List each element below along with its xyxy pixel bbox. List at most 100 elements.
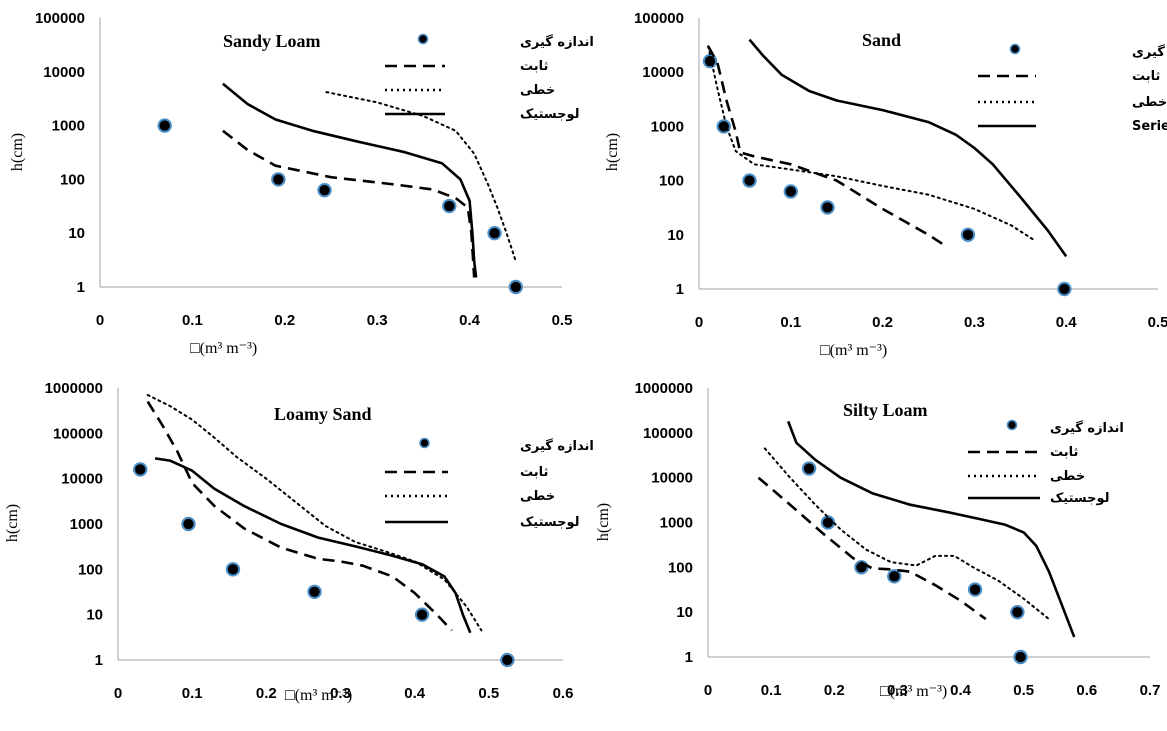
measured-point (967, 582, 983, 597)
y-tick-label: 100000 (634, 10, 684, 27)
x-tick-label: 0.1 (182, 312, 203, 329)
y-tick-label: 100 (60, 171, 85, 188)
y-tick-label: 10000 (61, 471, 103, 488)
y-tick-label: 100000 (643, 425, 693, 442)
x-axis-label: □(m³ m⁻³) (190, 340, 257, 357)
series-line-solid (786, 420, 1076, 638)
measured-point (487, 226, 502, 241)
y-axis-label: h(cm) (4, 504, 21, 542)
legend-label: اندازه گیری (1050, 420, 1124, 436)
series-line-dashed (707, 45, 948, 248)
x-tick-label: 0.2 (872, 314, 893, 331)
x-tick-label: 0.4 (404, 685, 426, 702)
measured-point (820, 515, 836, 530)
y-tick-label: 1000 (660, 515, 693, 532)
x-tick-label: 0.3 (964, 314, 985, 331)
legend-label: خطی (1050, 469, 1085, 484)
y-axis-label: h(cm) (595, 503, 612, 541)
measured-point (887, 569, 902, 584)
measured-point (1010, 604, 1025, 620)
x-tick-label: 0.4 (1056, 314, 1078, 331)
y-tick-label: 10000 (642, 64, 684, 81)
series-line-solid (154, 457, 472, 634)
series-line-solid (748, 38, 1068, 258)
y-tick-label: 100000 (53, 425, 103, 442)
y-tick-label: 1000 (52, 118, 85, 135)
y-axis-label: h(cm) (604, 133, 621, 171)
x-tick-label: 0 (704, 682, 712, 699)
legend-label: لوجستیک (1050, 491, 1110, 506)
x-tick-label: 0.4 (459, 312, 481, 329)
x-tick-label: 0.1 (761, 682, 782, 699)
series-line-dashed (222, 129, 476, 278)
y-tick-label: 10 (667, 227, 684, 244)
measured-point (317, 182, 332, 198)
legend-label: خطی (520, 83, 555, 98)
legend-marker (419, 437, 430, 449)
y-axis-label: h(cm) (9, 133, 26, 171)
x-tick-label: 0.2 (824, 682, 845, 699)
y-tick-label: 1 (95, 652, 103, 669)
legend-label: اندازه گیری (520, 438, 594, 454)
legend-label: ثابت (520, 465, 548, 480)
x-tick-label: 0.1 (182, 685, 203, 702)
x-tick-label: 0.2 (274, 312, 295, 329)
measured-point (508, 279, 523, 295)
y-tick-label: 1000 (651, 118, 684, 135)
x-tick-label: 0 (695, 314, 703, 331)
legend-label: لوجستیک (520, 107, 580, 122)
y-tick-label: 100 (659, 173, 684, 190)
measured-point (742, 173, 757, 188)
chart-title: Sandy Loam (223, 31, 321, 51)
x-tick-label: 0.3 (330, 685, 351, 702)
legend: اندازه گیری ثابت خطی لوجستیک (385, 33, 594, 122)
measured-point (820, 200, 835, 215)
x-axis-label: □(m³ m⁻³) (880, 683, 947, 700)
measured-point (1013, 649, 1028, 665)
series-line-solid (222, 82, 478, 278)
chart-title: Sand (862, 30, 901, 50)
legend-label: خطی (520, 489, 555, 504)
legend-label: خطی (1132, 95, 1167, 110)
measured-point (307, 584, 322, 599)
y-tick-label: 10 (86, 607, 103, 624)
x-tick-label: 0.1 (780, 314, 801, 331)
legend-label: اندازه گیری (1132, 44, 1167, 60)
y-tick-label: 10000 (43, 64, 85, 81)
series-line-dashed (146, 400, 453, 632)
measured-point (225, 562, 241, 577)
legend-marker (417, 33, 429, 45)
x-tick-label: 0.5 (1013, 682, 1034, 699)
x-tick-label: 0.3 (367, 312, 388, 329)
y-tick-label: 1000 (70, 516, 103, 533)
x-tick-label: 0.6 (553, 685, 574, 702)
measured-point (133, 462, 148, 477)
measured-point (414, 607, 430, 622)
series-line-dashed (757, 476, 987, 621)
x-tick-label: 0.5 (1148, 314, 1167, 331)
measured-point (1057, 281, 1072, 297)
y-tick-label: 1000000 (45, 380, 103, 397)
x-tick-label: 0.4 (950, 682, 972, 699)
x-axis-label: □(m³ m⁻³) (820, 342, 887, 359)
x-tick-label: 0.7 (1140, 682, 1161, 699)
y-tick-label: 1000000 (635, 380, 693, 397)
chart-title: Silty Loam (843, 400, 928, 420)
legend-label: Series4 (1132, 119, 1167, 134)
legend: اندازه گیری ثابت خطی Series4 (978, 43, 1167, 134)
series-line-dotted (707, 45, 1036, 242)
legend-label: ثابت (520, 59, 548, 74)
measured-point (702, 53, 718, 69)
x-tick-label: 0 (96, 312, 104, 329)
series-line-dotted (325, 91, 517, 263)
x-tick-label: 0.2 (256, 685, 277, 702)
x-tick-label: 0.5 (552, 312, 573, 329)
y-tick-label: 100 (668, 559, 693, 576)
x-tick-label: 0.6 (1076, 682, 1097, 699)
measured-point (960, 227, 976, 243)
legend: اندازه گیری ثابت خطی لوجستیک (385, 437, 594, 530)
chart-panel-2: 0 0.1 0.2 0.3 0.4 0.5 1 10 100 1000 10000 100000 □(m… (604, 10, 1167, 359)
legend-marker (1009, 43, 1021, 55)
measured-point (271, 172, 286, 187)
